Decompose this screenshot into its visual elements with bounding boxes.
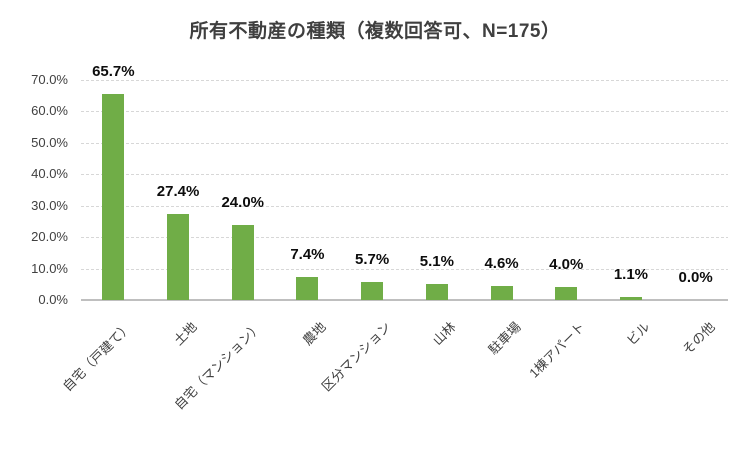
x-tick-label: 自宅（戸建て） <box>60 319 136 395</box>
y-tick-label: 60.0% <box>31 103 68 119</box>
bar-3 <box>231 224 254 300</box>
x-tick-label: 駐車場 <box>485 319 524 358</box>
y-tick-label: 70.0% <box>31 72 68 87</box>
y-tick-label: 0.0% <box>38 292 68 307</box>
gridline <box>81 80 728 81</box>
y-tick-label: 40.0% <box>31 166 68 182</box>
chart-title: 所有不動産の種類（複数回答可、N=175） <box>189 21 561 42</box>
bar-1 <box>102 93 125 300</box>
x-tick-label: その他 <box>679 319 718 358</box>
x-tick-label: 1棟アパート <box>526 319 588 381</box>
gridline <box>81 111 728 113</box>
gridline <box>81 237 728 239</box>
bar-9 <box>619 296 642 300</box>
gridline <box>81 268 728 270</box>
data-label: 4.6% <box>484 254 519 272</box>
data-label: 0.0% <box>678 269 713 286</box>
bar-7 <box>490 285 513 300</box>
data-label: 1.1% <box>613 265 649 283</box>
y-tick-label: 30.0% <box>31 197 68 213</box>
x-axis-line <box>81 299 728 301</box>
gridline <box>81 142 728 144</box>
data-label: 4.0% <box>549 256 584 274</box>
gridline <box>81 174 728 176</box>
data-label: 7.4% <box>290 245 325 263</box>
x-tick-label: 山林 <box>429 319 459 349</box>
y-tick-label: 50.0% <box>31 134 68 150</box>
data-label: 24.0% <box>221 193 265 211</box>
gridline <box>81 205 728 207</box>
y-tick-label: 20.0% <box>31 229 68 245</box>
x-tick-label: 土地 <box>170 319 200 349</box>
bar-5 <box>361 282 384 300</box>
x-tick-label: 農地 <box>300 319 330 349</box>
data-label: 5.7% <box>355 251 390 269</box>
x-tick-label: ビル <box>623 319 653 349</box>
y-tick-label: 10.0% <box>31 260 68 276</box>
data-label: 27.4% <box>156 182 200 200</box>
data-label: 5.1% <box>419 252 454 270</box>
bar-8 <box>555 287 578 300</box>
bar-2 <box>167 213 190 300</box>
data-label: 65.7% <box>92 62 135 80</box>
bar-6 <box>425 283 448 300</box>
bar-4 <box>296 276 319 300</box>
